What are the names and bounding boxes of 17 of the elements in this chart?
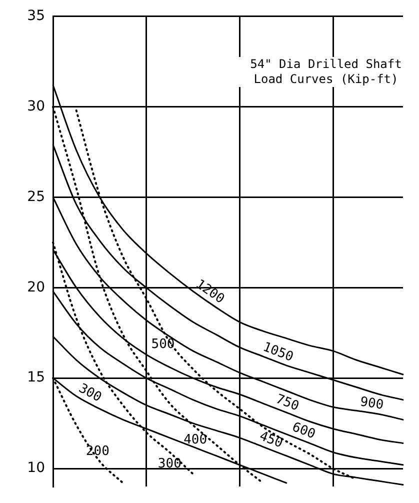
y-tick-label: 35 (27, 8, 45, 24)
series-label: 200 (86, 444, 110, 459)
y-tick-label: 30 (27, 98, 45, 114)
text: 600 (290, 420, 318, 442)
y-tick-label: 15 (27, 370, 45, 386)
series-label: 400 (184, 432, 208, 448)
series-label: 500 (151, 337, 175, 352)
text: 750 (274, 392, 301, 414)
text: 900 (358, 394, 384, 414)
series-label: 300 (158, 456, 182, 472)
y-tick-label: 10 (27, 460, 45, 476)
y-tick-label: 20 (27, 279, 45, 296)
text: 300 (76, 381, 104, 406)
text: 1050 (260, 340, 296, 366)
y-tick-label: 25 (27, 188, 45, 205)
text: 54" Dia Drilled Shaft Load Curves (Kip-ft) (236, 57, 416, 87)
text: 450 (257, 428, 285, 452)
